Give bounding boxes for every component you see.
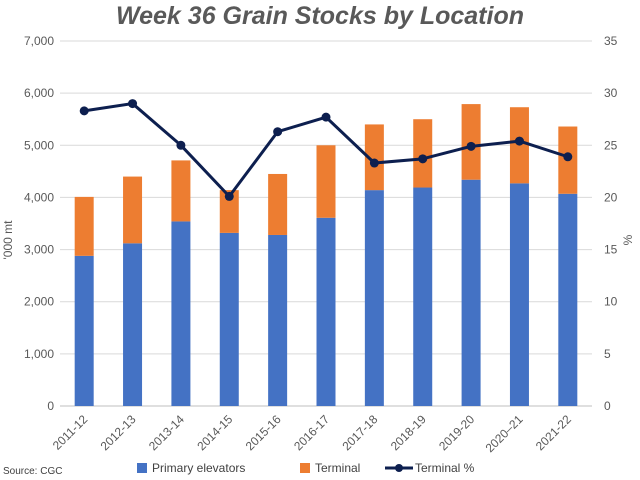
legend-swatch <box>300 463 310 473</box>
y2-tick-label: 15 <box>604 243 618 257</box>
bar-terminal <box>268 173 288 235</box>
x-tick-label: 2011-12 <box>50 412 91 453</box>
terminal-percent-point <box>224 191 234 201</box>
y2-tick-label: 25 <box>604 138 618 152</box>
legend-label: Terminal <box>315 461 360 475</box>
terminal-percent-point <box>273 127 283 137</box>
terminal-percent-point <box>563 152 573 162</box>
x-tick-label: 2015-16 <box>243 412 284 453</box>
bar-terminal <box>219 190 239 233</box>
y-axis-right-ticks: 0 5 10 15 20 25 30 35 <box>604 34 618 413</box>
y-tick-label: 4,000 <box>24 190 54 204</box>
y2-tick-label: 20 <box>604 190 618 204</box>
terminal-percent-point <box>321 112 331 122</box>
y-tick-label: 3,000 <box>24 243 54 257</box>
bar-primary-elevators <box>364 190 384 406</box>
legend-swatch-marker <box>395 464 403 472</box>
y2-tick-label: 0 <box>604 399 611 413</box>
bar-terminal <box>74 196 94 256</box>
bar-primary-elevators <box>268 234 288 406</box>
chart-title: Week 36 Grain Stocks by Location <box>115 2 524 30</box>
legend: Primary elevators Terminal Terminal % <box>137 461 475 475</box>
x-tick-label: 2014-15 <box>194 412 235 453</box>
x-axis-ticks: 2011-12 2012-13 2013-14 2014-15 2015-16 2016-… <box>50 412 574 455</box>
bar-primary-elevators <box>461 179 481 406</box>
x-tick-label: 2021-22 <box>533 412 574 453</box>
bar-primary-elevators <box>74 255 94 406</box>
legend-label: Terminal % <box>415 461 475 475</box>
bar-primary-elevators <box>123 243 143 406</box>
x-tick-label: 2018-19 <box>388 412 429 453</box>
terminal-percent-point <box>369 158 379 168</box>
bar-primary-elevators <box>171 221 191 406</box>
terminal-percent-point <box>128 99 138 109</box>
bar-primary-elevators <box>316 217 336 406</box>
bar-primary-elevators <box>413 187 433 406</box>
y-tick-label: 5,000 <box>24 138 54 152</box>
bar-terminal <box>316 145 336 218</box>
x-tick-label: 2017-18 <box>339 412 380 453</box>
y2-tick-label: 35 <box>604 34 618 48</box>
bar-terminal <box>171 160 191 222</box>
bar-primary-elevators <box>558 193 578 406</box>
bar-primary-elevators <box>509 183 529 406</box>
x-tick-label: 2020–21 <box>483 412 526 455</box>
x-tick-label: 2012-13 <box>98 412 139 453</box>
source-note: Source: CGC <box>3 466 63 477</box>
legend-swatch <box>137 463 147 473</box>
y-tick-label: 1,000 <box>24 347 54 361</box>
legend-label: Primary elevators <box>152 461 245 475</box>
bar-primary-elevators <box>219 232 239 406</box>
bar-terminal <box>413 119 433 188</box>
y-tick-label: 0 <box>47 399 54 413</box>
bar-terminal <box>123 176 143 244</box>
y-axis-title: '000 mt <box>1 220 15 260</box>
terminal-percent-point <box>79 106 89 116</box>
y2-axis-title: % <box>621 234 635 245</box>
y-axis-left-ticks: 0 1,000 2,000 3,000 4,000 5,000 6,000 7,000 <box>24 34 54 413</box>
y2-tick-label: 5 <box>604 347 611 361</box>
terminal-percent-point <box>466 141 476 151</box>
x-tick-label: 2019-20 <box>436 412 477 453</box>
y2-tick-label: 10 <box>604 295 618 309</box>
bars <box>74 104 578 406</box>
y2-tick-label: 30 <box>604 86 618 100</box>
terminal-percent-point <box>514 136 524 146</box>
y-tick-label: 6,000 <box>24 86 54 100</box>
y-tick-label: 2,000 <box>24 295 54 309</box>
terminal-percent-point <box>418 154 428 164</box>
y-tick-label: 7,000 <box>24 34 54 48</box>
terminal-percent-line <box>79 99 573 201</box>
x-tick-label: 2013-14 <box>146 412 187 453</box>
terminal-percent-point <box>176 140 186 150</box>
bar-terminal <box>364 124 384 191</box>
x-tick-label: 2016-17 <box>291 412 332 453</box>
